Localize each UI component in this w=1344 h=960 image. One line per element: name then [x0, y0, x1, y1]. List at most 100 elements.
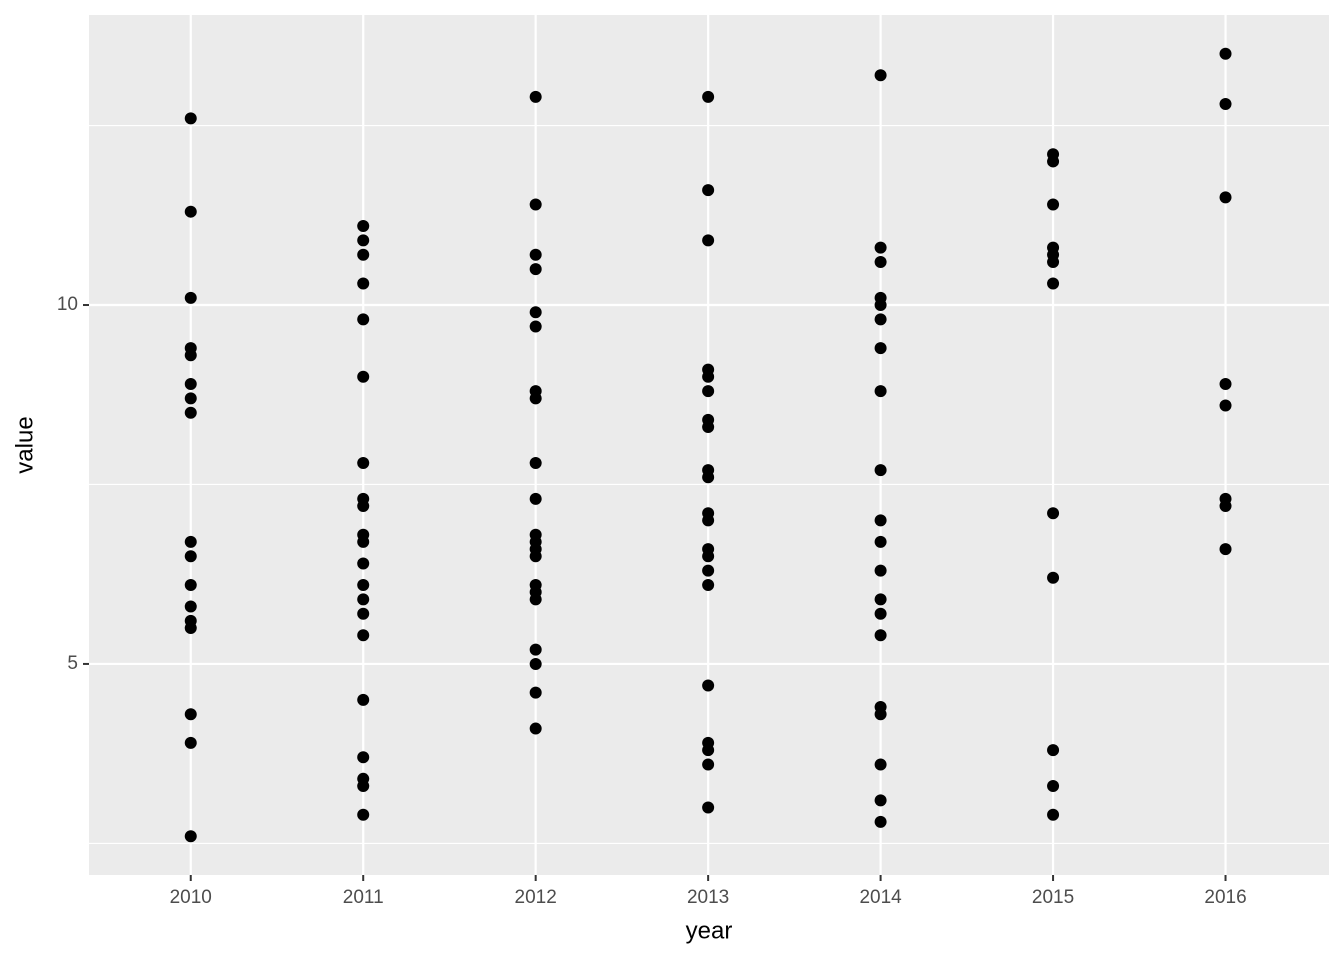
- point: [184, 708, 197, 721]
- point: [184, 550, 197, 563]
- point: [702, 550, 715, 563]
- point: [529, 90, 542, 103]
- point: [184, 112, 197, 125]
- point: [184, 205, 197, 218]
- point: [1219, 377, 1232, 390]
- point: [529, 306, 542, 319]
- point: [874, 629, 887, 642]
- point: [874, 535, 887, 548]
- point: [357, 808, 370, 821]
- point: [874, 758, 887, 771]
- point: [357, 607, 370, 620]
- point: [1219, 47, 1232, 60]
- point: [702, 564, 715, 577]
- point: [184, 736, 197, 749]
- point: [702, 385, 715, 398]
- point: [702, 370, 715, 383]
- point: [357, 629, 370, 642]
- point: [184, 830, 197, 843]
- point: [357, 779, 370, 792]
- point: [529, 456, 542, 469]
- point: [874, 342, 887, 355]
- point: [1219, 399, 1232, 412]
- point: [357, 220, 370, 233]
- point: [357, 500, 370, 513]
- point: [874, 313, 887, 326]
- point: [702, 234, 715, 247]
- point: [357, 234, 370, 247]
- point: [357, 248, 370, 261]
- point: [184, 349, 197, 362]
- point: [357, 693, 370, 706]
- point: [357, 557, 370, 570]
- point: [184, 406, 197, 419]
- point: [1047, 571, 1060, 584]
- x-tick-label: 2014: [859, 887, 902, 908]
- point: [1047, 744, 1060, 757]
- x-axis-title: year: [686, 917, 733, 944]
- point: [529, 320, 542, 333]
- point: [874, 241, 887, 254]
- x-tick-label: 2015: [1032, 887, 1074, 908]
- point: [874, 514, 887, 527]
- point: [529, 593, 542, 606]
- point: [702, 184, 715, 197]
- point: [1047, 808, 1060, 821]
- y-tick-label: 10: [57, 294, 78, 315]
- point: [184, 578, 197, 591]
- point: [357, 370, 370, 383]
- point: [702, 421, 715, 434]
- point: [1047, 779, 1060, 792]
- point: [357, 751, 370, 764]
- point: [1047, 255, 1060, 268]
- point: [874, 255, 887, 268]
- point: [1047, 277, 1060, 290]
- point: [702, 514, 715, 527]
- x-tick-label: 2010: [170, 887, 212, 908]
- point: [184, 291, 197, 304]
- point: [357, 456, 370, 469]
- point: [184, 392, 197, 405]
- point: [529, 722, 542, 735]
- point: [1219, 98, 1232, 111]
- point: [1219, 191, 1232, 204]
- point: [874, 464, 887, 477]
- point: [184, 622, 197, 635]
- point: [1047, 507, 1060, 520]
- point: [529, 492, 542, 505]
- point: [529, 550, 542, 563]
- x-tick-label: 2016: [1204, 887, 1246, 908]
- point: [529, 198, 542, 211]
- point: [184, 377, 197, 390]
- y-axis-title: value: [11, 416, 38, 473]
- point: [529, 392, 542, 405]
- point: [1219, 500, 1232, 513]
- point: [529, 248, 542, 261]
- point: [874, 593, 887, 606]
- y-tick-label: 5: [67, 653, 78, 674]
- point: [184, 600, 197, 613]
- point: [874, 708, 887, 721]
- point: [184, 535, 197, 548]
- point: [357, 313, 370, 326]
- point: [529, 643, 542, 656]
- point: [702, 578, 715, 591]
- point: [702, 744, 715, 757]
- x-tick-label: 2012: [515, 887, 557, 908]
- point: [1047, 198, 1060, 211]
- point: [357, 277, 370, 290]
- point: [702, 90, 715, 103]
- point: [529, 686, 542, 699]
- point: [874, 607, 887, 620]
- point: [702, 471, 715, 484]
- point: [1047, 155, 1060, 168]
- point: [357, 593, 370, 606]
- point: [702, 758, 715, 771]
- point: [874, 815, 887, 828]
- point: [874, 299, 887, 312]
- point: [702, 801, 715, 814]
- x-tick-label: 2011: [343, 887, 384, 908]
- point: [874, 69, 887, 82]
